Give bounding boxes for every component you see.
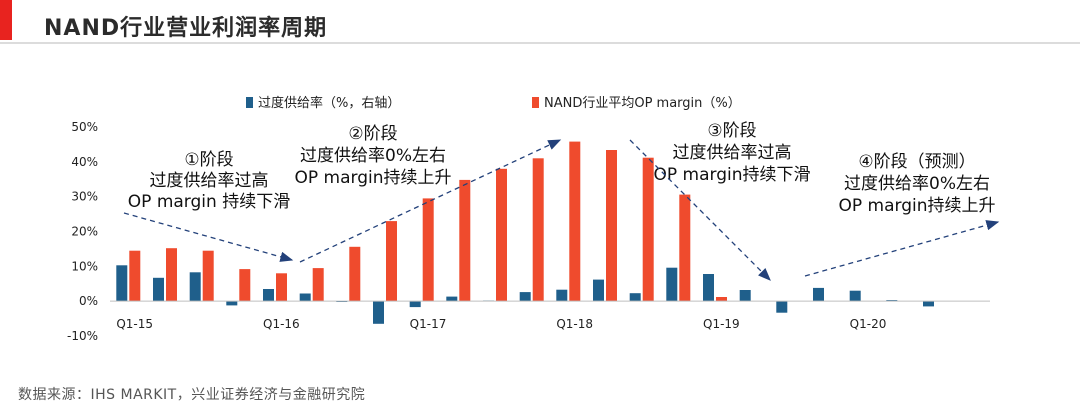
annotation-phase-4: ④阶段（预测） 过度供给率0%左右 OP margin持续上升 <box>839 152 996 216</box>
legend-swatch-oversupply <box>246 97 253 108</box>
x-tick-label: Q1-16 <box>263 317 300 331</box>
bar-oversupply <box>153 277 164 302</box>
svg-text:④阶段（预测）: ④阶段（预测） <box>858 152 975 172</box>
bar-oversupply <box>849 290 861 302</box>
svg-text:OP margin持续下滑: OP margin持续下滑 <box>654 165 811 185</box>
bar-op-margin <box>642 157 654 302</box>
trend-arrow-phase-1 <box>123 212 294 262</box>
bar-op-margin <box>349 246 361 302</box>
trend-arrow-phase-4 <box>804 220 1000 277</box>
svg-text:②阶段: ②阶段 <box>348 124 397 144</box>
svg-text:OP margin持续上升: OP margin持续上升 <box>839 196 996 216</box>
bar-oversupply <box>813 287 824 302</box>
svg-text:过度供给率过高: 过度供给率过高 <box>673 143 792 163</box>
bar-op-margin <box>422 198 434 302</box>
page-title: NAND行业营业利润率周期 <box>44 16 328 41</box>
legend-label-op-margin: NAND行业平均OP margin（%） <box>544 96 741 111</box>
bar-op-margin <box>239 269 251 302</box>
trend-arrow-phase-2 <box>299 139 562 263</box>
title-divider <box>0 42 1080 44</box>
svg-text:①阶段: ①阶段 <box>184 150 233 170</box>
svg-text:OP margin 持续下滑: OP margin 持续下滑 <box>128 192 290 212</box>
svg-text:过度供给率0%左右: 过度供给率0%左右 <box>300 146 446 166</box>
y-tick-label: 40% <box>71 155 98 169</box>
annotation-phase-2: ②阶段 过度供给率0%左右 OP margin持续上升 <box>295 124 452 188</box>
y-axis-ticks: 50% 40% 30% 20% 10% 0% -10% <box>67 120 98 343</box>
bar-oversupply <box>703 274 714 302</box>
svg-text:③阶段: ③阶段 <box>707 121 756 141</box>
bar-op-margin <box>679 194 691 302</box>
y-tick-label: 30% <box>71 190 98 204</box>
bar-op-margin <box>459 179 471 302</box>
annotation-phase-3: ③阶段 过度供给率过高 OP margin持续下滑 <box>654 121 811 185</box>
x-tick-label: Q1-17 <box>410 317 447 331</box>
legend-swatch-op-margin <box>532 97 539 108</box>
bar-oversupply <box>189 272 201 302</box>
y-tick-label: 0% <box>79 294 98 308</box>
y-tick-label: 10% <box>71 259 98 273</box>
x-axis-labels: Q1-15 Q1-16 Q1-17 Q1-18 Q1-19 Q1-20 <box>116 317 886 331</box>
oversupply-op-margin-chart: 过度供给率（%，右轴） NAND行业平均OP margin（%） 50% 40% 3… <box>67 95 1000 343</box>
bar-op-margin <box>716 297 727 302</box>
bar-oversupply <box>263 289 274 302</box>
bar-oversupply <box>116 265 128 302</box>
annotation-phase-1: ①阶段 过度供给率过高 OP margin 持续下滑 <box>128 150 290 212</box>
bar-oversupply <box>373 301 384 324</box>
bars-layer <box>116 141 934 324</box>
y-tick-label: 20% <box>71 225 98 239</box>
bar-op-margin <box>532 158 544 302</box>
bar-oversupply <box>446 296 458 302</box>
bar-oversupply <box>299 293 311 302</box>
x-tick-label: Q1-18 <box>556 317 593 331</box>
data-source-note: 数据来源：IHS MARKIT，兴业证券经济与金融研究院 <box>18 387 366 403</box>
bar-oversupply <box>226 301 238 306</box>
bar-op-margin <box>569 141 581 302</box>
title-accent-bar <box>0 0 12 40</box>
bar-oversupply <box>886 300 898 302</box>
bar-oversupply <box>776 301 788 313</box>
bar-op-margin <box>606 150 617 302</box>
bar-op-margin <box>386 221 397 302</box>
trend-arrow-phase-3 <box>629 139 771 281</box>
bar-op-margin <box>129 250 141 302</box>
bar-oversupply <box>409 301 421 308</box>
legend-label-oversupply: 过度供给率（%，右轴） <box>258 95 400 111</box>
bar-oversupply <box>666 267 678 302</box>
bar-op-margin <box>312 268 324 302</box>
bar-op-margin <box>202 250 214 302</box>
bar-oversupply <box>923 301 934 307</box>
bar-oversupply <box>593 279 604 302</box>
bar-oversupply <box>519 292 531 302</box>
x-tick-label: Q1-15 <box>116 317 153 331</box>
bar-oversupply <box>739 290 751 302</box>
bar-op-margin <box>496 168 507 302</box>
bar-op-margin <box>276 273 287 302</box>
y-tick-label: 50% <box>71 120 98 134</box>
bar-oversupply <box>629 293 641 302</box>
y-tick-label: -10% <box>67 329 98 343</box>
svg-text:过度供给率过高: 过度供给率过高 <box>150 171 269 191</box>
svg-text:OP margin持续上升: OP margin持续上升 <box>295 168 452 188</box>
x-tick-label: Q1-20 <box>850 317 887 331</box>
svg-text:过度供给率0%左右: 过度供给率0%左右 <box>844 174 990 194</box>
bar-op-margin <box>166 248 177 302</box>
x-tick-label: Q1-19 <box>703 317 740 331</box>
bar-oversupply <box>556 289 568 302</box>
